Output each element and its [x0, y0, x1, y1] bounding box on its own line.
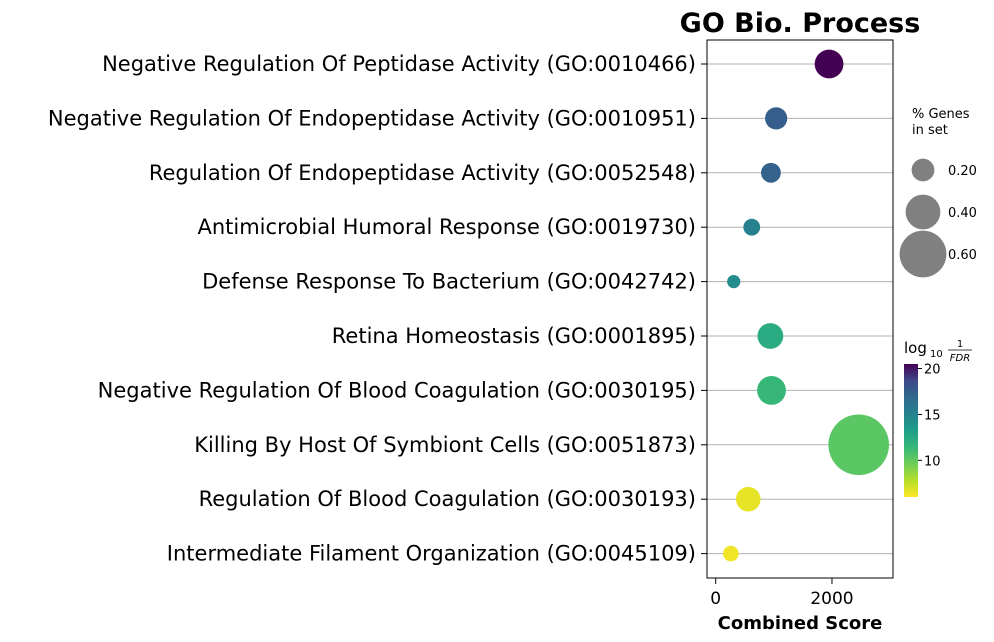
x-tick-label: 2000: [810, 589, 853, 609]
x-axis-label: Combined Score: [718, 613, 883, 634]
colorbar-title-sub: 10: [930, 349, 943, 360]
size-legend-marker: [911, 158, 935, 182]
y-tick-label: Defense Response To Bacterium (GO:004274…: [202, 270, 696, 294]
y-tick-label: Negative Regulation Of Peptidase Activit…: [102, 52, 696, 76]
size-legend-title-line1: % Genes: [912, 107, 970, 122]
y-tick-label: Retina Homeostasis (GO:0001895): [332, 324, 696, 348]
colorbar: log 10 1 FDR 10 15 20: [904, 339, 972, 497]
x-axis: 0 2000: [710, 578, 854, 609]
data-point: [828, 414, 890, 476]
data-point: [735, 486, 761, 512]
size-legend-label: 0.20: [948, 164, 977, 179]
colorbar-gradient: [904, 364, 918, 497]
data-point: [723, 545, 739, 562]
data-point: [757, 376, 786, 405]
size-legend-label: 0.60: [948, 248, 977, 263]
colorbar-tick-label: 15: [924, 408, 941, 423]
size-legend-title-line2: in set: [912, 123, 948, 138]
y-tick-label: Intermediate Filament Organization (GO:0…: [167, 542, 696, 566]
y-tick-label: Antimicrobial Humoral Response (GO:00197…: [197, 215, 696, 239]
size-legend-label: 0.40: [948, 206, 977, 221]
data-point: [727, 275, 741, 289]
colorbar-title-den: FDR: [950, 353, 970, 364]
grid-lines: [707, 63, 893, 555]
y-tick-label: Killing By Host Of Symbiont Cells (GO:00…: [194, 433, 696, 457]
colorbar-tick-label: 10: [924, 454, 941, 469]
data-point: [814, 49, 844, 79]
y-tick-label: Negative Regulation Of Endopeptidase Act…: [48, 106, 696, 130]
y-tick-label: Regulation Of Endopeptidase Activity (GO…: [149, 161, 696, 185]
data-point: [765, 107, 788, 130]
size-legend-marker: [905, 194, 941, 230]
colorbar-title-num: 1: [957, 339, 963, 350]
data-point: [757, 323, 784, 349]
colorbar-title-log: log: [904, 339, 927, 357]
y-tick-label: Regulation Of Blood Coagulation (GO:0030…: [199, 487, 696, 511]
size-legend: % Genes in set 0.20 0.40 0.60: [899, 107, 977, 278]
data-point: [761, 162, 781, 183]
chart-title: GO Bio. Process: [680, 8, 921, 39]
data-points: [723, 49, 890, 562]
size-legend-marker: [899, 230, 947, 278]
data-point: [743, 218, 761, 236]
colorbar-tick-label: 20: [924, 363, 941, 378]
plot-frame: [706, 39, 894, 579]
y-tick-label: Negative Regulation Of Blood Coagulation…: [98, 378, 696, 402]
x-tick-label: 0: [710, 589, 721, 609]
y-axis: Negative Regulation Of Peptidase Activit…: [48, 52, 707, 566]
